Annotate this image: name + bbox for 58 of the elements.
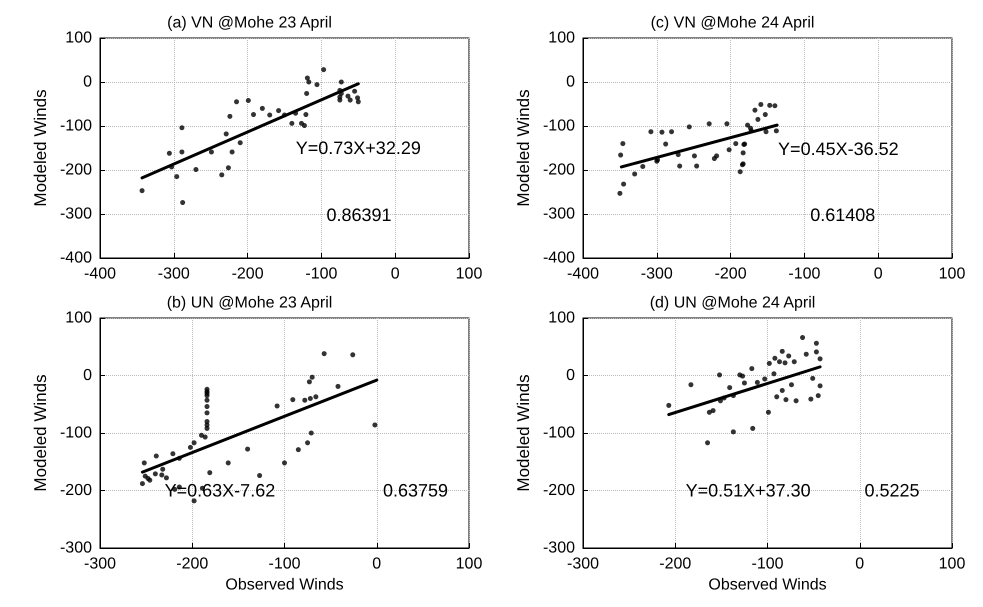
x-tick-label: -100	[788, 266, 821, 282]
y-tick-label: -100	[542, 424, 576, 442]
chart-title: (c) VN @Mohe 24 April	[650, 14, 814, 32]
x-tick-label: 0	[390, 266, 400, 282]
y-tick-label: -300	[60, 206, 92, 222]
x-tick-label: -200	[714, 266, 747, 282]
y-tick-label: -200	[542, 162, 576, 178]
y-tick-label: 0	[83, 74, 92, 90]
x-tick-label: 100	[456, 266, 482, 282]
y-axis-title: Modeled Winds	[514, 374, 534, 492]
y-tick-label: -200	[60, 482, 92, 499]
y-tick-label: -100	[60, 118, 92, 134]
y-tick-label: 0	[566, 367, 576, 384]
x-tick-label: 0	[855, 556, 864, 572]
y-tick-label: 0	[83, 367, 92, 384]
y-tick-label: 0	[566, 74, 576, 90]
x-tick-label: 0	[874, 266, 883, 282]
x-tick-label: -200	[176, 556, 208, 572]
y-tick-label: -400	[60, 250, 92, 266]
y-tick-label: -300	[542, 206, 576, 222]
x-tick-label: -200	[659, 556, 692, 572]
annotation: Y=0.45X-36.52	[778, 138, 899, 159]
chart-title: (a) VN @Mohe 23 April	[167, 14, 332, 32]
y-axis-title: Modeled Winds	[514, 89, 534, 207]
x-tick-label: 100	[938, 556, 966, 572]
annotation: Y=0.63X-7.62	[164, 480, 276, 500]
x-tick-label: 100	[456, 556, 482, 572]
annotation: 0.63759	[382, 480, 448, 500]
y-axis-title: Modeled Winds	[31, 374, 50, 492]
x-tick-label: -300	[158, 266, 190, 282]
x-tick-label: -200	[232, 266, 264, 282]
y-tick-label: 100	[65, 30, 92, 46]
x-tick-label: -100	[751, 556, 784, 572]
x-tick-label: 100	[938, 266, 966, 282]
annotation: 0.61408	[810, 204, 876, 225]
y-tick-label: -100	[60, 424, 92, 442]
y-tick-label: -200	[60, 162, 92, 178]
y-tick-label: -300	[60, 540, 92, 556]
x-axis-title: Observed Winds	[225, 576, 344, 594]
y-tick-label: 100	[548, 30, 576, 46]
y-tick-label: 100	[65, 310, 92, 326]
annotation: Y=0.73X+32.29	[296, 138, 421, 158]
chart-title: (b) UN @Mohe 23 April	[166, 294, 332, 312]
y-tick-label: -100	[542, 118, 576, 134]
x-tick-label: -300	[640, 266, 673, 282]
y-tick-label: 100	[548, 310, 576, 326]
chart-title: (d) UN @Mohe 24 April	[650, 294, 816, 312]
x-tick-label: -100	[305, 266, 338, 282]
y-tick-label: -400	[542, 250, 576, 266]
annotation: Y=0.51X+37.30	[686, 480, 811, 500]
annotation: 0.86391	[326, 204, 392, 225]
x-tick-label: -100	[268, 556, 301, 572]
x-axis-title: Observed Winds	[708, 576, 827, 594]
annotation: 0.5225	[864, 480, 920, 500]
y-tick-label: -200	[542, 482, 576, 499]
y-tick-label: -300	[542, 540, 576, 556]
y-axis-title: Modeled Winds	[31, 89, 50, 207]
x-tick-label: 0	[372, 556, 382, 572]
